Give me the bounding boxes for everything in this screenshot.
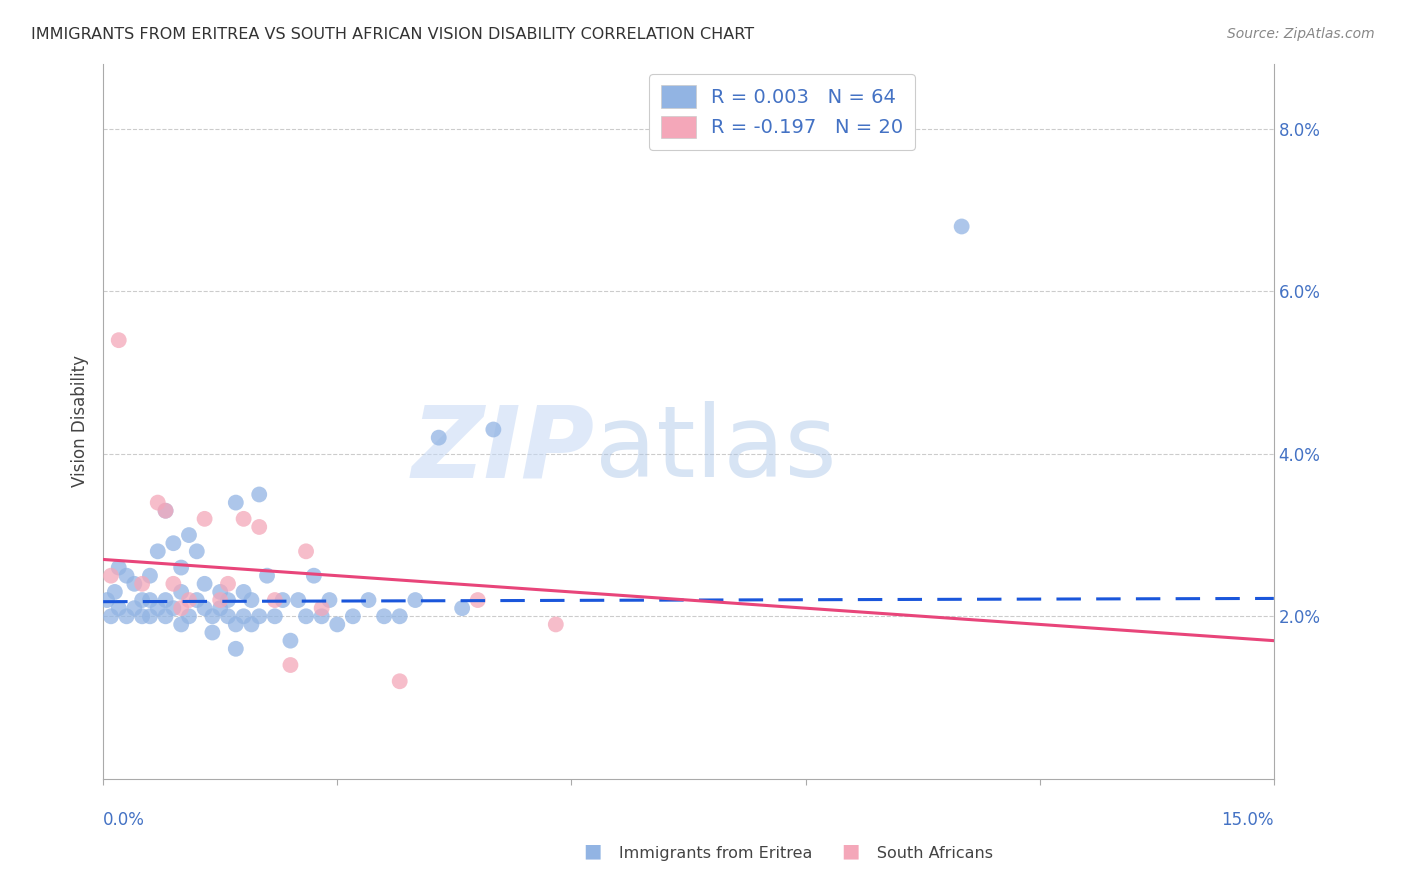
Text: atlas: atlas xyxy=(595,401,837,499)
Point xyxy=(139,568,162,582)
Point xyxy=(295,609,318,624)
Point xyxy=(271,593,294,607)
Point xyxy=(100,609,122,624)
Point xyxy=(318,593,340,607)
Point xyxy=(104,585,127,599)
Point xyxy=(170,560,193,574)
Point xyxy=(139,609,162,624)
Point xyxy=(155,593,177,607)
Text: Immigrants from Eritrea: Immigrants from Eritrea xyxy=(583,846,813,861)
Point xyxy=(131,576,153,591)
Point xyxy=(342,609,364,624)
Point xyxy=(467,593,489,607)
Point xyxy=(146,544,169,558)
Point xyxy=(209,601,232,615)
Point xyxy=(131,609,153,624)
Point xyxy=(124,601,146,615)
Point xyxy=(162,536,184,550)
Point xyxy=(256,568,278,582)
Point xyxy=(177,609,200,624)
Point xyxy=(225,495,247,509)
Point xyxy=(107,601,129,615)
Point xyxy=(107,333,129,347)
Point xyxy=(311,609,333,624)
Point xyxy=(177,528,200,542)
Point xyxy=(404,593,426,607)
Point xyxy=(217,576,239,591)
Text: ZIP: ZIP xyxy=(412,401,595,499)
Text: 15.0%: 15.0% xyxy=(1222,811,1274,830)
Point xyxy=(311,601,333,615)
Point xyxy=(388,609,411,624)
Point xyxy=(115,568,138,582)
Point xyxy=(232,512,254,526)
Point xyxy=(146,601,169,615)
Point xyxy=(209,585,232,599)
Point xyxy=(201,609,224,624)
Point xyxy=(186,544,208,558)
Point xyxy=(263,609,285,624)
Point xyxy=(217,593,239,607)
Text: ■: ■ xyxy=(583,842,602,861)
Point xyxy=(146,495,169,509)
Text: 0.0%: 0.0% xyxy=(103,811,145,830)
Point xyxy=(247,609,270,624)
Point xyxy=(240,593,263,607)
Point xyxy=(155,504,177,518)
Text: South Africans: South Africans xyxy=(841,846,993,861)
Point xyxy=(186,593,208,607)
Point xyxy=(170,617,193,632)
Point xyxy=(201,625,224,640)
Point xyxy=(217,609,239,624)
Text: Source: ZipAtlas.com: Source: ZipAtlas.com xyxy=(1227,27,1375,41)
Point xyxy=(107,560,129,574)
Y-axis label: Vision Disability: Vision Disability xyxy=(72,355,89,487)
Point xyxy=(295,544,318,558)
Point xyxy=(373,609,395,624)
Legend: R = 0.003   N = 64, R = -0.197   N = 20: R = 0.003 N = 64, R = -0.197 N = 20 xyxy=(650,74,915,150)
Point xyxy=(950,219,973,234)
Point xyxy=(247,520,270,534)
Point xyxy=(247,487,270,501)
Point xyxy=(162,576,184,591)
Point xyxy=(232,585,254,599)
Point xyxy=(263,593,285,607)
Point xyxy=(482,423,505,437)
Point xyxy=(96,593,118,607)
Point xyxy=(131,593,153,607)
Point xyxy=(388,674,411,689)
Point xyxy=(170,601,193,615)
Point xyxy=(357,593,380,607)
Point xyxy=(209,593,232,607)
Text: IMMIGRANTS FROM ERITREA VS SOUTH AFRICAN VISION DISABILITY CORRELATION CHART: IMMIGRANTS FROM ERITREA VS SOUTH AFRICAN… xyxy=(31,27,754,42)
Point xyxy=(240,617,263,632)
Point xyxy=(155,504,177,518)
Point xyxy=(177,593,200,607)
Point xyxy=(280,633,302,648)
Point xyxy=(544,617,567,632)
Point xyxy=(155,609,177,624)
Point xyxy=(302,568,325,582)
Point xyxy=(287,593,309,607)
Point xyxy=(225,617,247,632)
Point xyxy=(115,609,138,624)
Point xyxy=(100,568,122,582)
Point xyxy=(139,593,162,607)
Text: ■: ■ xyxy=(841,842,859,861)
Point xyxy=(194,576,217,591)
Point xyxy=(232,609,254,624)
Point xyxy=(194,512,217,526)
Point xyxy=(162,601,184,615)
Point xyxy=(225,641,247,656)
Point xyxy=(280,658,302,673)
Point xyxy=(451,601,474,615)
Point xyxy=(124,576,146,591)
Point xyxy=(427,431,450,445)
Point xyxy=(170,585,193,599)
Point xyxy=(194,601,217,615)
Point xyxy=(326,617,349,632)
